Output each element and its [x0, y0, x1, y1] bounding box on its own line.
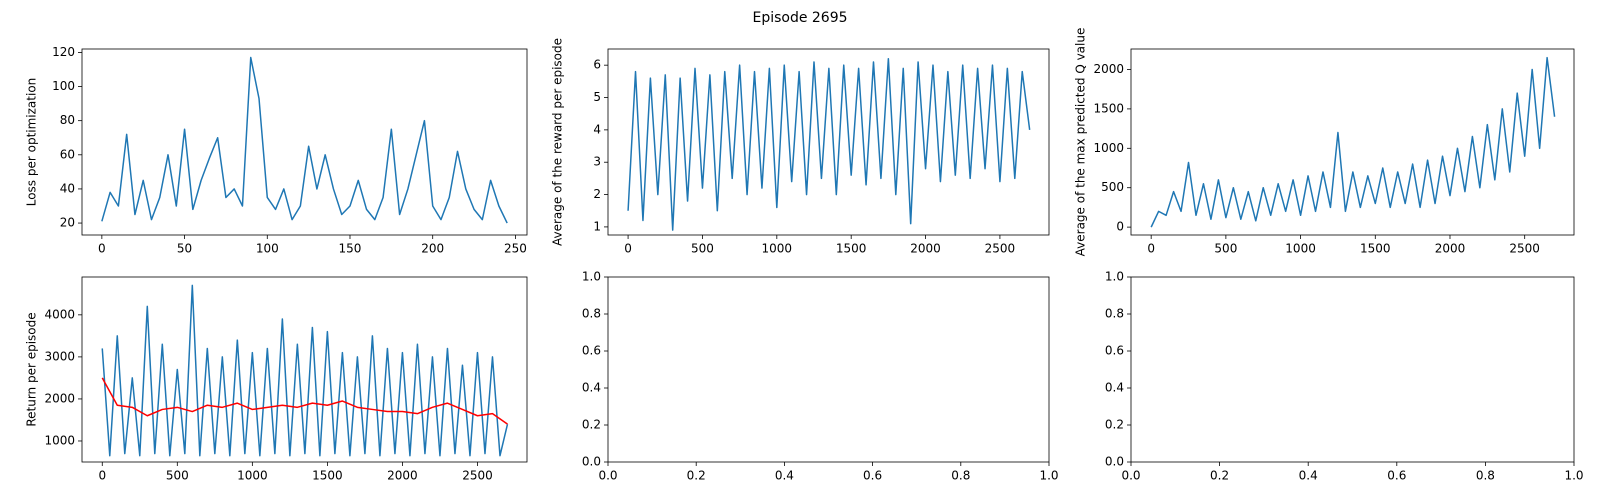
- y-tick-label: 0.0: [1105, 455, 1124, 469]
- x-tick-label: 50: [177, 242, 192, 256]
- x-tick-label: 0.8: [1476, 469, 1495, 483]
- y-tick-label: 0.0: [582, 455, 601, 469]
- y-tick-label: 0.4: [1105, 381, 1124, 395]
- x-tick-label: 0: [624, 242, 632, 256]
- y-tick-label: 2000: [1093, 62, 1124, 76]
- x-tick-label: 1000: [762, 242, 793, 256]
- axes-frame: [607, 276, 1050, 463]
- axes-frame: [1130, 48, 1575, 236]
- y-tick-label: 120: [52, 45, 75, 59]
- x-tick-label: 0: [98, 469, 106, 483]
- x-tick-label: 0.4: [1299, 469, 1318, 483]
- x-tick-label: 2500: [462, 469, 493, 483]
- x-tick-label: 1.0: [1564, 469, 1583, 483]
- y-tick-label: 5: [593, 90, 601, 104]
- y-tick-label: 0.6: [1105, 344, 1124, 358]
- y-tick-label: 60: [60, 147, 75, 161]
- x-tick-label: 500: [1214, 242, 1237, 256]
- x-tick-label: 2000: [387, 469, 418, 483]
- y-tick-label: 1000: [44, 433, 75, 447]
- x-tick-label: 0: [98, 242, 106, 256]
- x-tick-label: 500: [166, 469, 189, 483]
- y-tick-label: 3000: [44, 349, 75, 363]
- y-tick-label: 0.6: [582, 344, 601, 358]
- y-axis-label: Loss per optimization: [25, 78, 39, 207]
- x-tick-label: 150: [339, 242, 362, 256]
- y-axis-label: Average of the reward per episode: [551, 38, 565, 246]
- y-tick-label: 0.2: [1105, 418, 1124, 432]
- y-tick-label: 0: [1116, 220, 1124, 234]
- x-tick-label: 2500: [985, 242, 1016, 256]
- line-series: [101, 284, 509, 457]
- y-tick-label: 2000: [44, 391, 75, 405]
- line-series: [101, 377, 508, 425]
- y-tick-label: 100: [52, 79, 75, 93]
- plot-area: [101, 56, 508, 224]
- x-tick-label: 0.0: [1121, 469, 1140, 483]
- y-tick-label: 2: [593, 187, 601, 201]
- line-series: [101, 56, 508, 224]
- x-tick-label: 2500: [1509, 242, 1540, 256]
- y-tick-label: 3: [593, 155, 601, 169]
- x-tick-label: 100: [256, 242, 279, 256]
- x-tick-label: 0.2: [687, 469, 706, 483]
- x-tick-label: 1500: [312, 469, 343, 483]
- x-tick-label: 0.2: [1210, 469, 1229, 483]
- y-tick-label: 1.0: [582, 270, 601, 284]
- x-tick-label: 0.8: [951, 469, 970, 483]
- y-tick-label: 20: [60, 216, 75, 230]
- axes-frame: [81, 276, 528, 463]
- y-tick-label: 1: [593, 219, 601, 233]
- x-tick-label: 2000: [910, 242, 941, 256]
- plot-area: [627, 57, 1031, 231]
- y-tick-label: 40: [60, 181, 75, 195]
- x-tick-label: 2000: [1435, 242, 1466, 256]
- axes-frame: [1130, 276, 1575, 463]
- x-tick-label: 200: [421, 242, 444, 256]
- y-axis-label: Return per episode: [25, 312, 39, 426]
- x-tick-label: 1500: [836, 242, 867, 256]
- x-tick-label: 1000: [1285, 242, 1316, 256]
- axes-frame: [607, 48, 1050, 236]
- axes-frame: [81, 48, 528, 236]
- x-tick-label: 1000: [237, 469, 268, 483]
- y-tick-label: 0.8: [582, 307, 601, 321]
- x-tick-label: 250: [504, 242, 527, 256]
- y-tick-label: 80: [60, 113, 75, 127]
- x-tick-label: 1500: [1360, 242, 1391, 256]
- y-tick-label: 0.2: [582, 418, 601, 432]
- x-tick-label: 0: [1147, 242, 1155, 256]
- x-tick-label: 0.6: [1387, 469, 1406, 483]
- y-axis-label: Average of the max predicted Q value: [1074, 28, 1088, 257]
- plot-area: [101, 284, 509, 457]
- y-tick-label: 500: [1101, 180, 1124, 194]
- x-tick-label: 0.0: [598, 469, 617, 483]
- x-tick-label: 0.4: [775, 469, 794, 483]
- y-tick-label: 0.4: [582, 381, 601, 395]
- y-tick-label: 4: [593, 122, 601, 136]
- x-tick-label: 1.0: [1039, 469, 1058, 483]
- figure-title: Episode 2695: [752, 10, 847, 26]
- y-tick-label: 1.0: [1105, 270, 1124, 284]
- y-tick-label: 0.8: [1105, 307, 1124, 321]
- x-tick-label: 500: [691, 242, 714, 256]
- line-series: [1150, 56, 1556, 228]
- y-tick-label: 1000: [1093, 141, 1124, 155]
- y-tick-label: 4000: [44, 307, 75, 321]
- y-tick-label: 6: [593, 58, 601, 72]
- y-tick-label: 1500: [1093, 101, 1124, 115]
- x-tick-label: 0.6: [863, 469, 882, 483]
- line-series: [627, 57, 1031, 231]
- plot-area: [1150, 56, 1556, 228]
